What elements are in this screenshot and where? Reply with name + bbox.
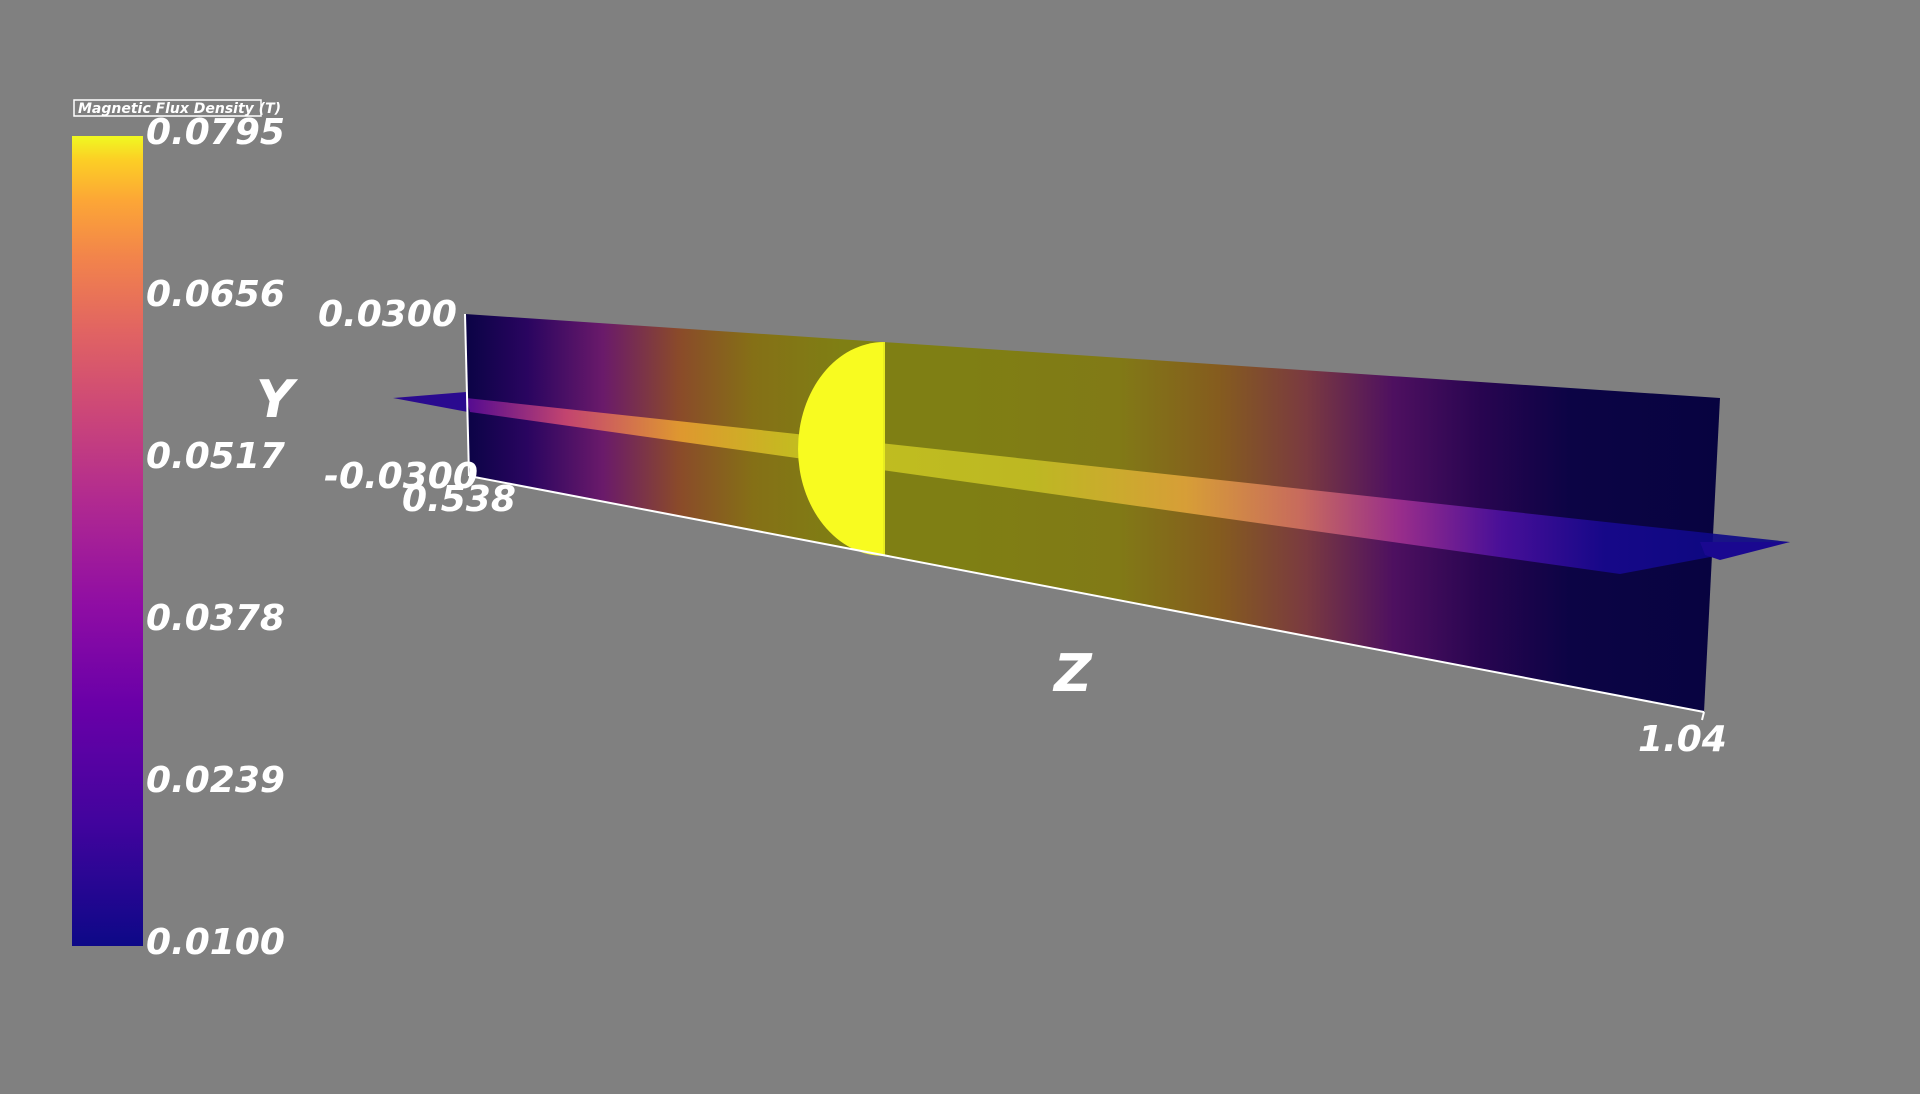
- vertical-slice-plane: [465, 314, 1720, 712]
- colorbar-gradient: [72, 136, 143, 946]
- y-axis-line: [464, 313, 470, 477]
- y-tick-top: 0.0300: [318, 294, 457, 335]
- z-axis-end-tick: [1701, 711, 1705, 721]
- y-axis-title: Y: [256, 370, 299, 430]
- axis-labels: 0.0300 Y -0.0300 0.538 Z 1.04: [256, 294, 1727, 760]
- horizontal-slice-plane: [466, 398, 1790, 574]
- z-axis-line: [468, 475, 1705, 713]
- cylinder-cross-section: [798, 342, 884, 556]
- colorbar-tick-label: 0.0656: [146, 274, 285, 315]
- colorbar-tick-label: 0.0795: [146, 112, 285, 153]
- y-tick-bottom: -0.0300: [324, 456, 478, 497]
- field-scene: [393, 313, 1790, 721]
- colorbar-ticks: 0.0795 0.0656 0.0517 0.0378 0.0239 0.010…: [146, 112, 285, 963]
- colorbar-title-box: [73, 99, 262, 117]
- colorbar: Magnetic Flux Density (T) 0.0795 0.0656 …: [72, 99, 285, 963]
- z-axis-title: Z: [1052, 644, 1093, 704]
- colorbar-tick-label: 0.0100: [146, 922, 285, 963]
- z-tick-end: 1.04: [1638, 719, 1727, 760]
- z-tick-start: 0.538: [402, 479, 516, 520]
- colorbar-tick-label: 0.0378: [146, 598, 285, 639]
- colorbar-title: Magnetic Flux Density (T): [78, 101, 281, 117]
- colorbar-tick-label: 0.0517: [146, 436, 285, 477]
- colorbar-tick-label: 0.0239: [146, 760, 285, 801]
- horizontal-slice-left: [393, 392, 468, 412]
- horizontal-slice-right: [1700, 542, 1790, 560]
